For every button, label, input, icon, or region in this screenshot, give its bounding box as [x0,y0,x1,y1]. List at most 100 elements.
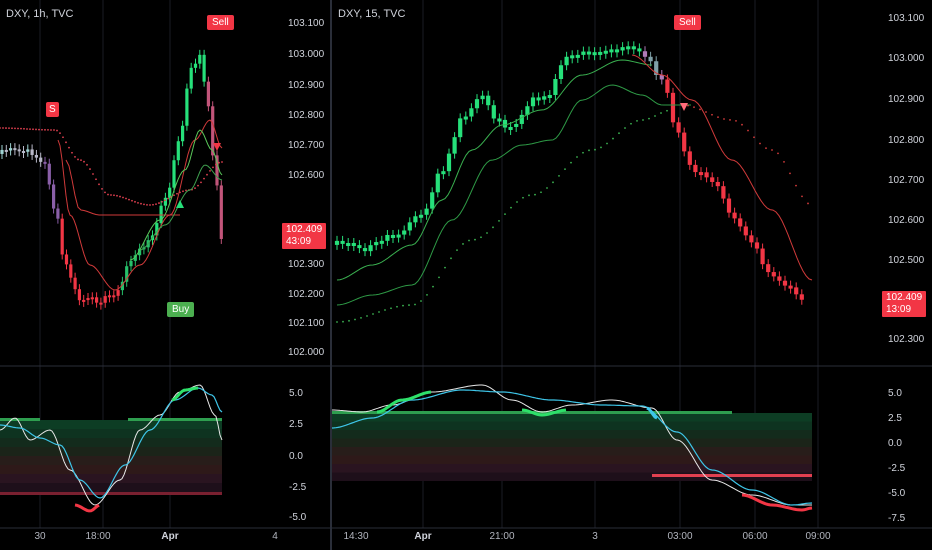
right-candle [418,214,424,218]
right-candle [715,181,720,187]
right-trail-dot-green [498,219,500,222]
right-candle [564,56,569,66]
right-trail-dot-red [693,106,695,109]
left-trail-dot [173,194,175,197]
right-candle [743,226,748,236]
right-trail-dot-green [654,115,656,117]
left-trail-dot [215,163,217,166]
panel-divider[interactable] [330,0,332,550]
right-trail-dot-green [570,161,572,164]
right-chart-panel[interactable]: DXY, 15, TVC Sell 102.409 13:09 103.100 1… [332,0,932,550]
right-osc-tick: 0.0 [888,438,902,449]
right-candle [396,234,401,238]
right-candle [402,230,407,235]
right-trail-dot-green [426,293,428,296]
right-trail-dot-red [753,136,755,139]
left-candle [56,208,60,219]
right-osc-band [332,413,812,422]
right-candle [351,243,356,247]
left-candle [52,184,56,209]
right-trail-dot-green [486,232,488,234]
left-ma-green-2 [139,164,223,251]
left-trail-dot [98,183,100,186]
right-trail-dot-green [462,243,464,245]
left-trail-dot [146,203,148,206]
left-trail-dot [152,203,154,206]
left-price-tick: 102.000 [288,347,325,358]
left-candle [172,160,176,188]
right-price-tick: 103.100 [888,13,925,24]
left-chart-panel[interactable]: DXY, 1h, TVC Sell S Buy 102.409 43:09 10… [0,0,330,550]
right-trail-dot-green [528,194,530,197]
left-osc-tick: 2.5 [289,419,303,430]
left-trail-dot [80,159,82,162]
right-trail-dot-green [552,181,554,184]
left-candle [82,299,86,302]
left-trail-dot [101,187,103,190]
right-trail-dot-green [444,266,446,269]
right-trail-dot-green [510,206,512,209]
right-trail-dot-green [450,257,452,260]
right-candle [514,123,519,127]
left-trail-dot [149,204,151,206]
left-last-price: 102.409 [286,224,323,235]
right-osc-band [332,438,812,447]
left-trail-dot [68,146,70,149]
right-trail-dot-green [564,168,566,171]
left-chart-canvas[interactable] [0,0,330,550]
left-trail-dot [56,129,58,132]
left-price-tick: 103.000 [288,49,325,60]
right-candle [575,54,580,58]
left-symbol-title[interactable]: DXY, 1h, TVC [6,8,74,20]
right-candle [340,240,345,244]
right-candle [480,95,485,100]
right-osc-band [332,455,812,464]
right-osc-highlight-green [376,390,432,414]
right-osc-highlight-cyan [646,406,658,420]
left-trail-dot [5,127,7,129]
left-osc-tick: 5.0 [289,388,303,399]
left-osc-tick: -2.5 [289,482,307,493]
right-price-tick: 102.900 [888,94,925,105]
right-candle [721,186,726,199]
left-trail-dot [140,202,142,205]
right-candle [385,234,390,241]
left-candle [64,254,69,265]
left-osc-band [0,465,222,474]
left-trail-dot [41,128,43,131]
right-trail-dot-green [408,304,410,306]
right-symbol-title[interactable]: DXY, 15, TVC [338,8,406,20]
left-price-tick: 102.700 [288,140,325,151]
right-trail-dot-red [789,172,791,175]
right-candle [547,94,552,98]
right-candle [469,108,474,117]
left-trail-dot [122,196,124,199]
left-osc-band [0,438,222,447]
left-price-tick: 102.100 [288,318,325,329]
right-price-tick: 103.000 [888,53,925,64]
right-trail-dot-green [660,112,662,114]
left-trail-dot [200,181,202,184]
right-trail-dot-red [777,152,779,155]
right-trail-dot-green [618,132,620,135]
right-candle [760,248,765,265]
left-trail-dot [11,127,13,130]
left-trail-dot [20,127,22,130]
right-candle [682,132,687,152]
left-trail-dot [47,129,49,131]
left-trail-dot [218,161,220,164]
left-candle [133,255,137,261]
left-trail-dot [29,128,31,131]
left-trail-dot [2,127,4,129]
right-trail-dot-green [642,119,644,121]
right-candle [598,51,603,55]
left-candle [47,163,51,185]
right-candle [553,79,558,95]
right-trail-dot-green [576,156,578,158]
left-candle [159,205,163,224]
right-price-tick: 102.600 [888,215,925,226]
left-candle [4,149,8,152]
left-osc-band [0,474,222,483]
right-chart-canvas[interactable] [332,0,932,550]
right-candle [346,243,351,247]
